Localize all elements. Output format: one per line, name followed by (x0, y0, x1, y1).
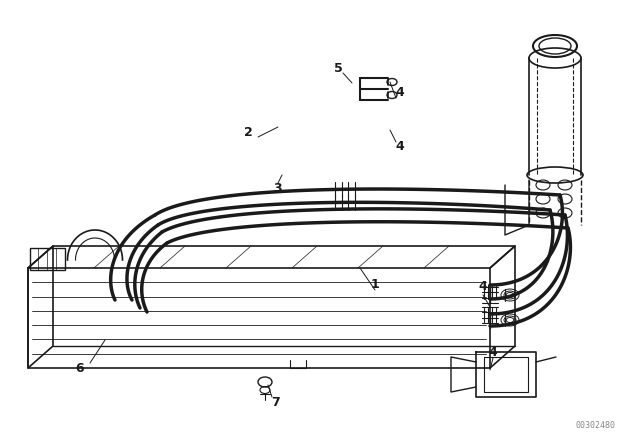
Text: 3: 3 (274, 181, 282, 194)
Text: 2: 2 (244, 125, 252, 138)
Text: 4: 4 (396, 141, 404, 154)
Text: 6: 6 (76, 362, 84, 375)
Text: 4: 4 (488, 345, 497, 358)
Bar (30, 248, 65, 270)
Text: 00302480: 00302480 (575, 421, 615, 430)
Text: 4: 4 (396, 86, 404, 99)
Text: 5: 5 (333, 61, 342, 74)
Text: 7: 7 (271, 396, 280, 409)
Text: 4: 4 (479, 280, 488, 293)
Text: 1: 1 (371, 279, 380, 292)
